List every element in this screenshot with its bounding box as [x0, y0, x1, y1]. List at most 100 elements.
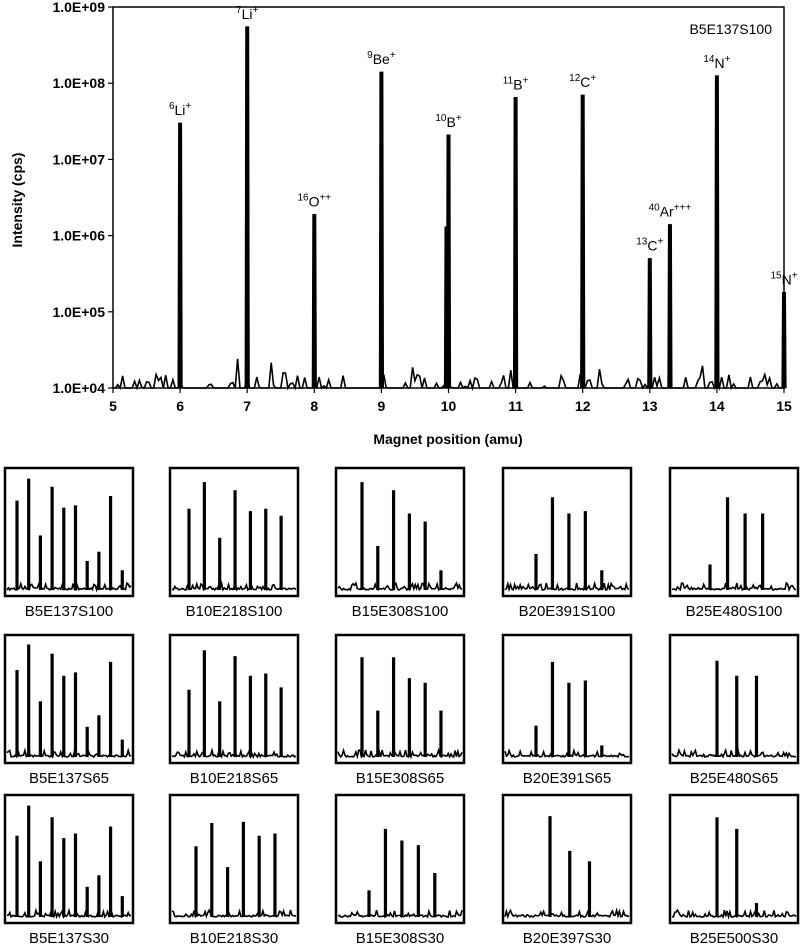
- thumbnail-panel: B5E137S30: [3, 793, 135, 945]
- peak-label: 12C+: [569, 73, 596, 90]
- y-tick-label: 1.0E+04: [52, 380, 105, 396]
- thumbnail-panel: B10E218S30: [168, 793, 300, 945]
- thumbnail-noise: [171, 908, 297, 919]
- peak-label: 7Li+: [236, 5, 258, 22]
- thumbnail-label: B20E391S100: [519, 603, 616, 620]
- thumbnail-frame: [668, 466, 800, 598]
- thumbnail-frame: [501, 633, 633, 765]
- thumbnail-frame: [334, 793, 466, 925]
- peak-bar: [647, 258, 653, 389]
- thumbnail-frame: [3, 466, 135, 598]
- peak-label: 6Li+: [169, 101, 191, 118]
- peak-bar: [443, 226, 450, 389]
- thumbnail-noise: [7, 907, 132, 920]
- thumbnail-noise: [671, 747, 797, 760]
- thumbnail-noise: [337, 908, 463, 919]
- thumbnail-frame: [668, 633, 800, 765]
- x-tick-label: 5: [109, 398, 117, 414]
- thumbnail-panel: B15E308S65: [334, 633, 466, 787]
- peak-label: 40Ar+++: [649, 202, 692, 219]
- thumbnail-label: B25E480S65: [690, 770, 778, 787]
- thumbnail-frame: [168, 633, 300, 765]
- peak-label: 16O++: [297, 192, 331, 209]
- thumbnail-noise: [6, 581, 132, 593]
- thumbnail-panel: B20E391S100: [501, 466, 633, 620]
- thumbnail-label: B5E137S100: [25, 603, 113, 620]
- peak-label: 14N+: [703, 54, 730, 71]
- x-tick-label: 13: [642, 398, 658, 414]
- thumbnail-panel: B5E137S65: [3, 633, 135, 787]
- thumbnail-frame: [334, 633, 466, 765]
- thumbnail-noise: [337, 747, 463, 760]
- main-axes: 5 6 7 8 9 10 11 12 13 14 15 1.0E+04 1.0E+05 1.0E+06 1.…: [52, 0, 792, 414]
- peak-label: 13C+: [636, 237, 663, 254]
- thumbnail-frame: [501, 466, 633, 598]
- x-axis-title: Magnet position (amu): [373, 431, 522, 447]
- x-tick-label: 11: [508, 398, 523, 414]
- thumbnail-noise: [504, 580, 630, 593]
- main-peaks: [177, 26, 787, 389]
- thumbnail-label: B10E218S30: [190, 930, 278, 945]
- peak-bar: [580, 94, 586, 389]
- peak-bar: [781, 291, 787, 389]
- thumbnail-label: B25E480S100: [686, 603, 783, 620]
- thumbnail-label: B20E397S30: [523, 930, 611, 945]
- x-tick-label: 10: [441, 398, 457, 414]
- thumbnail-frame: [3, 793, 135, 925]
- x-tick-label: 9: [378, 398, 386, 414]
- x-tick-label: 15: [776, 398, 792, 414]
- thumbnail-panel: B20E397S30: [501, 793, 633, 945]
- thumbnail-frame: [668, 793, 800, 925]
- thumbnail-panel: B15E308S30: [334, 793, 466, 945]
- y-tick-label: 1.0E+06: [52, 228, 105, 244]
- thumbnail-noise: [504, 747, 630, 759]
- thumbnail-frame: [334, 466, 466, 598]
- thumbnail-panel: B5E137S100: [3, 466, 135, 620]
- thumbnail-label: B5E137S30: [29, 930, 109, 945]
- x-tick-label: 6: [176, 398, 184, 414]
- thumbnail-noise: [337, 581, 463, 592]
- peak-label: 11B+: [503, 75, 529, 92]
- thumbnail-panel: B20E391S65: [501, 633, 633, 787]
- peak-bar: [244, 26, 250, 389]
- peak-bar: [177, 122, 183, 389]
- thumbnail-noise: [504, 907, 630, 920]
- peak-bar: [714, 75, 720, 389]
- thumbnail-noise: [671, 908, 797, 920]
- thumbnail-grid: B5E137S100 B10E218S100 B15E308S100 B20E391S…: [3, 466, 800, 945]
- y-tick-label: 1.0E+08: [52, 75, 105, 91]
- x-tick-label: 7: [243, 398, 251, 414]
- thumbnail-label: B15E308S100: [352, 603, 449, 620]
- peak-bar: [512, 97, 519, 389]
- thumbnail-label: B10E218S65: [190, 770, 278, 787]
- thumbnail-frame: [168, 466, 300, 598]
- thumbnail-noise: [6, 747, 132, 759]
- thumbnail-panel: B10E218S100: [168, 466, 300, 620]
- peak-label: 9Be+: [367, 50, 396, 67]
- x-tick-label: 8: [310, 398, 318, 414]
- thumbnail-label: B10E218S100: [186, 603, 283, 620]
- peak-bar: [378, 71, 385, 389]
- peak-bar: [667, 224, 673, 389]
- thumbnail-frame: [168, 793, 300, 925]
- thumbnail-label: B25E500S30: [690, 930, 778, 945]
- peak-label: 15N+: [770, 270, 797, 287]
- thumbnail-label: B5E137S65: [29, 770, 109, 787]
- thumbnail-panel: B15E308S100: [334, 466, 466, 620]
- y-tick-label: 1.0E+05: [52, 304, 105, 320]
- thumbnail-label: B15E308S65: [356, 770, 444, 787]
- thumbnail-label: B15E308S30: [356, 930, 444, 945]
- y-tick-label: 1.0E+09: [52, 0, 105, 15]
- thumbnail-panel: B10E218S65: [168, 633, 300, 787]
- peak-bar: [311, 213, 317, 389]
- x-tick-label: 12: [575, 398, 591, 414]
- peak-label: 10B+: [435, 113, 461, 130]
- thumbnail-panel: B25E500S30: [668, 793, 800, 945]
- main-title: B5E137S100: [689, 21, 772, 37]
- main-peak-labels: 6Li+ 7Li+ 16O++ 9Be+ 10B+ 11B+ 12C+ 13C+ 40Ar+++…: [169, 5, 798, 288]
- thumbnail-panel: B25E480S65: [668, 633, 800, 787]
- x-tick-label: 14: [709, 398, 725, 414]
- thumbnail-frame: [501, 793, 633, 925]
- thumbnail-label: B20E391S65: [523, 770, 611, 787]
